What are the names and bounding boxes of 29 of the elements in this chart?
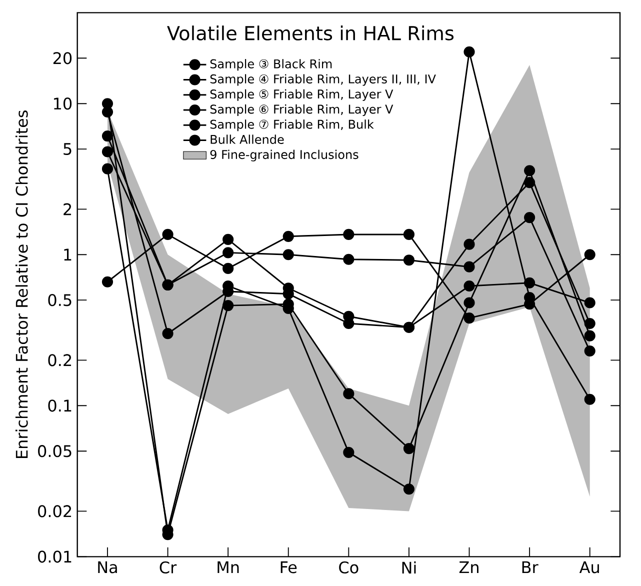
y-tick-label: 5 xyxy=(64,143,72,156)
y-tick-label: 2 xyxy=(64,203,72,216)
x-tick-label: Zn xyxy=(459,561,478,574)
legend-label: Bulk Allende xyxy=(210,134,284,144)
legend-label: Sample ④ Friable Rim, Layers II, III, IV xyxy=(210,74,436,86)
x-tick-label: Fe xyxy=(280,561,297,574)
legend-label: 9 Fine-grained Inclusions xyxy=(210,150,358,162)
x-tick-label: Co xyxy=(339,561,358,574)
y-tick-label: 0.5 xyxy=(48,294,72,306)
x-tick-label: Ni xyxy=(402,561,416,574)
y-tick-label: 1 xyxy=(64,248,72,260)
x-tick-label: Au xyxy=(579,561,599,574)
legend-label: Sample ⑥ Friable Rim, Layer V xyxy=(210,104,394,116)
y-tick-label: 0.1 xyxy=(48,400,72,412)
y-tick-label: 0.05 xyxy=(38,445,72,458)
y-tick-label: 0.2 xyxy=(48,354,72,366)
y-tick-label: 10 xyxy=(54,98,72,110)
x-tick-label: Br xyxy=(522,561,538,574)
legend-label: Sample ③ Black Rim xyxy=(210,59,332,71)
legend-label: Sample ⑤ Friable Rim, Layer V xyxy=(210,89,394,101)
y-tick-label: 0.01 xyxy=(38,550,72,563)
y-tick-label: 20 xyxy=(53,52,72,64)
text: Volatile Elements in HAL Rims xyxy=(167,26,454,40)
legend-label: Sample ⑦ Friable Rim, Bulk xyxy=(210,120,374,132)
x-tick-label: Mn xyxy=(218,561,239,574)
x-tick-label: Cr xyxy=(160,561,177,574)
y-axis-title: Enrichment Factor Relative to CI Chondrites xyxy=(15,110,28,458)
x-tick-label: Na xyxy=(98,561,117,574)
y-tick-label: 0.02 xyxy=(38,505,72,518)
